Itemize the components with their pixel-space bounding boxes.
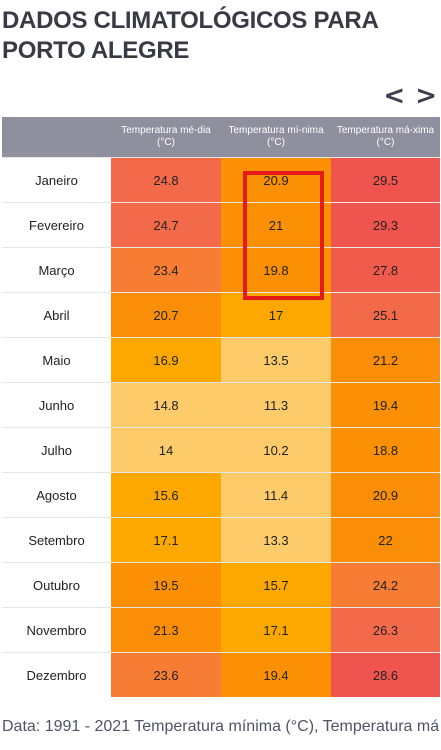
mean-temp-cell: 14.8 [111, 383, 221, 427]
month-cell: Outubro [2, 563, 111, 607]
mean-temp-cell: 16.9 [111, 338, 221, 382]
min-temp-cell: 11.4 [221, 473, 331, 517]
max-temp-cell: 29.5 [331, 158, 440, 202]
max-temp-cell: 29.3 [331, 203, 440, 247]
month-cell: Fevereiro [2, 203, 111, 247]
min-temp-cell: 13.3 [221, 518, 331, 562]
month-cell: Maio [2, 338, 111, 382]
min-temp-cell: 19.4 [221, 653, 331, 697]
table-row: Janeiro 24.8 20.9 29.5 [2, 157, 440, 202]
min-temp-cell: 17.1 [221, 608, 331, 652]
chevron-right-icon[interactable]: > [415, 81, 437, 111]
max-temp-cell: 27.8 [331, 248, 440, 292]
header-min-temp: Temperatura mí-nima (°C) [228, 125, 324, 148]
header-max-temp: Temperatura má-xima (°C) [336, 125, 435, 148]
mean-temp-cell: 20.7 [111, 293, 221, 337]
month-cell: Julho [2, 428, 111, 472]
month-cell: Dezembro [2, 653, 111, 697]
month-cell: Junho [2, 383, 111, 427]
max-temp-cell: 22 [331, 518, 440, 562]
table-row: Março 23.4 19.8 27.8 [2, 247, 440, 292]
mean-temp-cell: 23.4 [111, 248, 221, 292]
min-temp-cell: 11.3 [221, 383, 331, 427]
table-row: Abril 20.7 17 25.1 [2, 292, 440, 337]
page-title: DADOS CLIMATOLÓGICOS PARA PORTO ALEGRE [2, 7, 378, 64]
chevron-left-icon[interactable]: < [383, 81, 406, 111]
min-temp-cell: 13.5 [221, 338, 331, 382]
max-temp-cell: 18.8 [331, 428, 440, 472]
month-cell: Setembro [2, 518, 111, 562]
max-temp-cell: 25.1 [331, 293, 440, 337]
month-cell: Agosto [2, 473, 111, 517]
max-temp-cell: 24.2 [331, 563, 440, 607]
month-cell: Abril [2, 293, 111, 337]
table-row: Setembro 17.1 13.3 22 [2, 517, 440, 562]
min-temp-cell: 21 [221, 203, 331, 247]
table-row: Agosto 15.6 11.4 20.9 [2, 472, 440, 517]
table-row: Dezembro 23.6 19.4 28.6 [2, 652, 440, 697]
climate-table: Temperatura mé-dia (°C) Temperatura mí-n… [2, 117, 440, 697]
table-row: Maio 16.9 13.5 21.2 [2, 337, 440, 382]
table-row: Julho 14 10.2 18.8 [2, 427, 440, 472]
min-temp-cell: 19.8 [221, 248, 331, 292]
month-cell: Novembro [2, 608, 111, 652]
table-body: Janeiro 24.8 20.9 29.5 Fevereiro 24.7 21 29.3 Ma… [2, 157, 440, 697]
month-cell: Março [2, 248, 111, 292]
max-temp-cell: 21.2 [331, 338, 440, 382]
mean-temp-cell: 17.1 [111, 518, 221, 562]
table-row: Junho 14.8 11.3 19.4 [2, 382, 440, 427]
table-navigation: < > [383, 82, 437, 110]
min-temp-cell: 10.2 [221, 428, 331, 472]
header-empty-cell [2, 117, 111, 157]
month-cell: Janeiro [2, 158, 111, 202]
min-temp-cell: 17 [221, 293, 331, 337]
data-source-caption: Data: 1991 - 2021 Temperatura mínima (°C… [2, 718, 440, 735]
table-row: Fevereiro 24.7 21 29.3 [2, 202, 440, 247]
min-temp-cell: 20.9 [221, 158, 331, 202]
max-temp-cell: 20.9 [331, 473, 440, 517]
mean-temp-cell: 24.8 [111, 158, 221, 202]
max-temp-cell: 19.4 [331, 383, 440, 427]
mean-temp-cell: 19.5 [111, 563, 221, 607]
min-temp-cell: 15.7 [221, 563, 331, 607]
mean-temp-cell: 23.6 [111, 653, 221, 697]
mean-temp-cell: 21.3 [111, 608, 221, 652]
mean-temp-cell: 14 [111, 428, 221, 472]
header-mean-temp: Temperatura mé-dia (°C) [121, 125, 211, 148]
table-header: Temperatura mé-dia (°C) Temperatura mí-n… [2, 117, 440, 157]
table-row: Novembro 21.3 17.1 26.3 [2, 607, 440, 652]
table-row: Outubro 19.5 15.7 24.2 [2, 562, 440, 607]
max-temp-cell: 28.6 [331, 653, 440, 697]
mean-temp-cell: 24.7 [111, 203, 221, 247]
max-temp-cell: 26.3 [331, 608, 440, 652]
mean-temp-cell: 15.6 [111, 473, 221, 517]
